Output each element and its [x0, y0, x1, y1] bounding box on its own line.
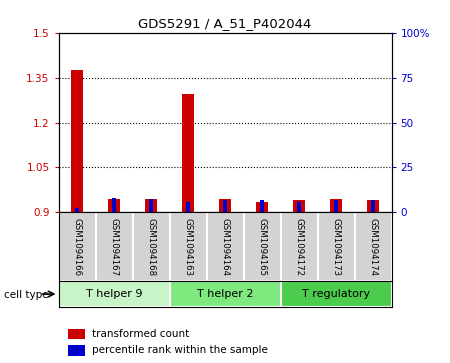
- Bar: [71, 70, 83, 212]
- Bar: [367, 200, 379, 212]
- Bar: [58, 281, 170, 307]
- Bar: [219, 199, 231, 212]
- Bar: [112, 198, 117, 212]
- Text: T helper 2: T helper 2: [197, 289, 253, 299]
- Text: percentile rank within the sample: percentile rank within the sample: [92, 345, 268, 355]
- Bar: [185, 201, 190, 212]
- Text: transformed count: transformed count: [92, 329, 189, 339]
- Bar: [108, 199, 120, 212]
- Bar: [75, 208, 79, 212]
- Bar: [148, 199, 153, 212]
- Bar: [132, 212, 170, 281]
- Bar: [256, 202, 268, 212]
- Text: GSM1094167: GSM1094167: [109, 218, 118, 276]
- Bar: [260, 200, 265, 212]
- Text: GSM1094166: GSM1094166: [72, 218, 81, 276]
- Bar: [68, 329, 85, 339]
- Bar: [318, 212, 355, 281]
- Bar: [182, 94, 194, 212]
- Text: T helper 9: T helper 9: [86, 289, 142, 299]
- Bar: [68, 345, 85, 356]
- Bar: [330, 199, 342, 212]
- Text: GSM1094168: GSM1094168: [147, 218, 156, 276]
- Bar: [145, 199, 157, 212]
- Text: GSM1094174: GSM1094174: [369, 218, 378, 276]
- Bar: [371, 200, 375, 212]
- Text: GSM1094165: GSM1094165: [257, 218, 266, 276]
- Text: cell type: cell type: [4, 290, 49, 300]
- Bar: [280, 281, 392, 307]
- Bar: [297, 201, 302, 212]
- Bar: [170, 212, 207, 281]
- Bar: [223, 200, 227, 212]
- Bar: [58, 212, 95, 281]
- Text: T regulatory: T regulatory: [302, 289, 370, 299]
- Bar: [170, 281, 280, 307]
- Title: GDS5291 / A_51_P402044: GDS5291 / A_51_P402044: [138, 17, 312, 30]
- Text: GSM1094172: GSM1094172: [294, 218, 303, 276]
- Bar: [293, 200, 305, 212]
- Text: GSM1094164: GSM1094164: [220, 218, 230, 276]
- Bar: [243, 212, 280, 281]
- Bar: [207, 212, 243, 281]
- Bar: [333, 200, 338, 212]
- Bar: [355, 212, 392, 281]
- Bar: [95, 212, 132, 281]
- Bar: [280, 212, 318, 281]
- Text: GSM1094163: GSM1094163: [184, 218, 193, 276]
- Text: GSM1094173: GSM1094173: [332, 218, 341, 276]
